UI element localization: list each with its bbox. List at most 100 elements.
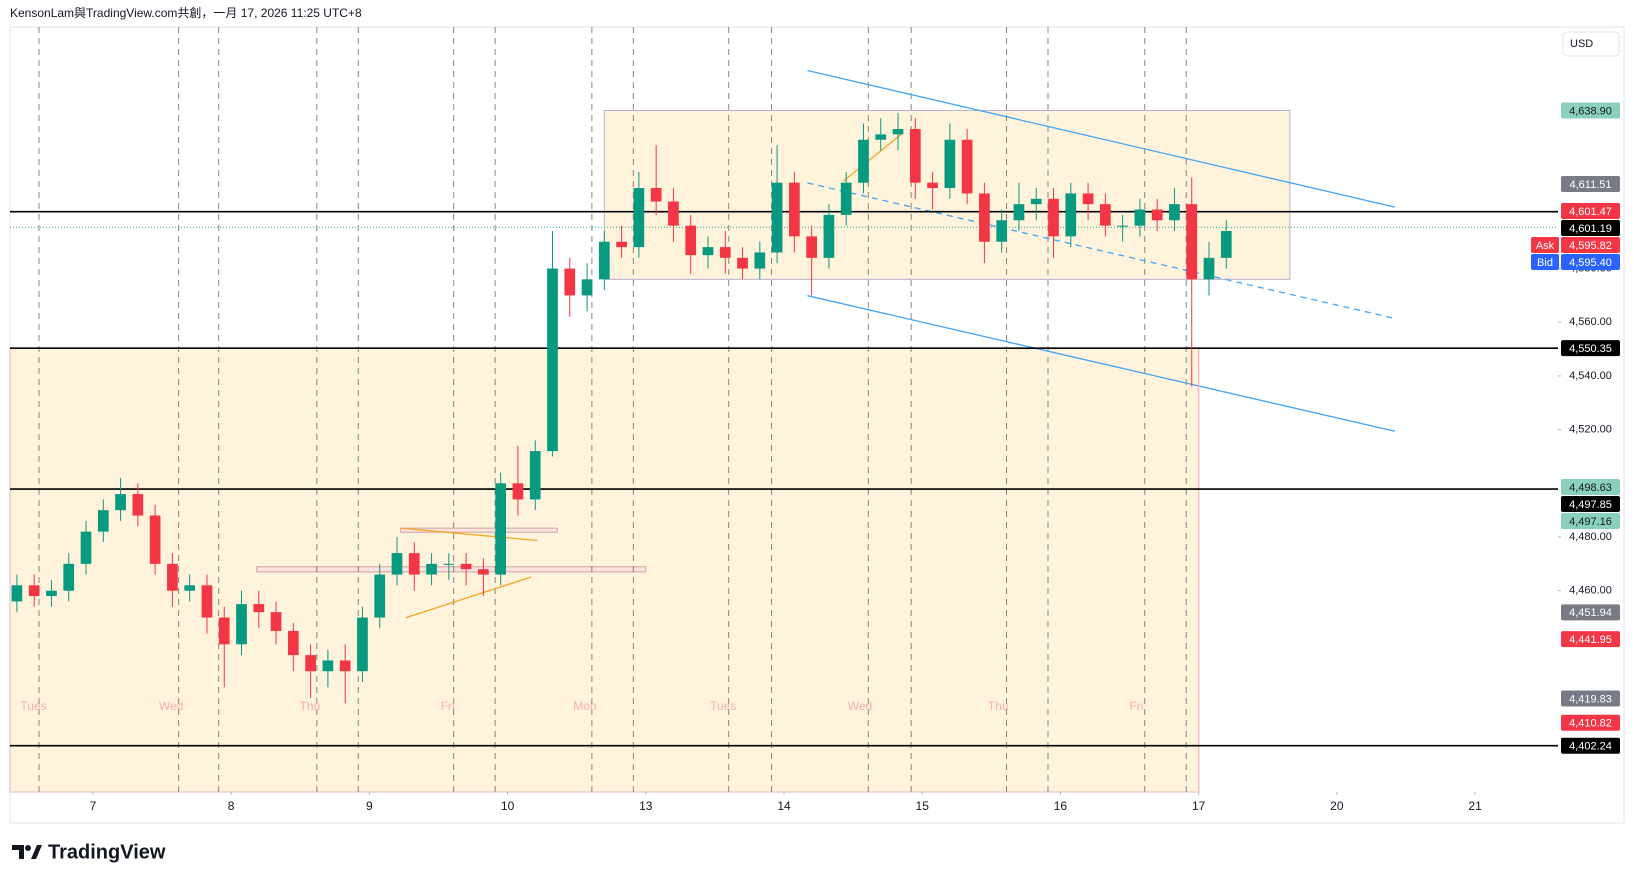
candle-body (97, 510, 109, 532)
price-badge (1561, 219, 1620, 236)
brand-name: TradingView (48, 841, 166, 863)
currency-label: USD (1570, 38, 1593, 50)
price-badge-label: 4,497.85 (1569, 499, 1612, 511)
candle-body (460, 563, 472, 570)
price-tag (1531, 236, 1559, 253)
x-tick-label: 16 (1054, 799, 1068, 813)
logo-mark (12, 845, 24, 859)
candle-body (961, 139, 973, 194)
candle-body (1186, 204, 1198, 280)
price-badge (1561, 737, 1620, 754)
candle-body (236, 604, 247, 645)
candle-body (1151, 209, 1163, 221)
price-badge-label: 4,611.51 (1569, 179, 1611, 191)
session-label: Thu (988, 699, 1009, 713)
session-label: Thu (300, 699, 321, 713)
logo-mark (31, 845, 42, 859)
candle-body (322, 660, 334, 672)
candle-body (823, 214, 835, 258)
price-badge-label: 4,410.82 (1569, 718, 1612, 730)
candle-body (771, 182, 783, 253)
price-badge (1561, 175, 1620, 192)
candle-body (650, 188, 662, 202)
trend-line (843, 133, 902, 182)
candle-body (737, 257, 748, 269)
trend-line (807, 69, 1396, 208)
candle-body (478, 569, 489, 575)
trend-line (807, 182, 1396, 320)
candle-body (426, 563, 437, 575)
price-badge-label: 4,595.82 (1569, 240, 1612, 252)
logo-mark (25, 845, 31, 851)
zone (603, 109, 1291, 280)
y-tick-label: 4,460.00 (1569, 585, 1612, 597)
candle-body (581, 279, 593, 296)
candle-body (63, 563, 75, 591)
price-badge (1561, 604, 1620, 621)
currency-button[interactable] (1562, 31, 1620, 57)
candle-body (1169, 204, 1180, 221)
candle-body (598, 241, 610, 280)
price-badge (1561, 631, 1620, 648)
price-badge (1561, 478, 1620, 495)
candle-body (806, 236, 817, 258)
candle-body (1220, 231, 1232, 258)
candle-body (909, 129, 921, 183)
x-tick-label: 21 (1468, 799, 1482, 813)
candle-body (305, 655, 316, 672)
candle-body (46, 590, 57, 597)
candle-body (253, 604, 265, 613)
candle-body (1065, 193, 1077, 237)
price-badge (1561, 340, 1620, 357)
price-badge (1561, 102, 1620, 119)
x-tick-label: 20 (1330, 799, 1344, 813)
candle-body (892, 129, 904, 135)
candle-body (287, 630, 299, 656)
candle-body (547, 268, 558, 452)
candle-body (1048, 198, 1059, 237)
candle-body (840, 182, 852, 215)
candle-body (132, 494, 144, 516)
trend-line (400, 527, 538, 542)
price-badge-label: 4,601.47 (1569, 206, 1612, 218)
price-badge-label: 4,638.90 (1569, 105, 1612, 117)
candle-body (218, 617, 230, 645)
candle-body (149, 515, 161, 564)
candle-body (616, 241, 627, 248)
candle-body (408, 553, 420, 575)
candle-body (28, 585, 40, 597)
candle-body (875, 134, 887, 140)
price-badge (1561, 253, 1620, 270)
candle-body (184, 585, 196, 591)
x-tick-label: 17 (1192, 799, 1206, 813)
candle-body (564, 268, 576, 296)
candle-body (357, 617, 368, 672)
candle-body (944, 139, 956, 189)
trend-line (807, 295, 1396, 432)
price-badge (1561, 495, 1620, 512)
candle-body (1013, 204, 1025, 221)
candle-body (979, 193, 990, 242)
candle-body (1082, 193, 1094, 205)
price-badge-label: 4,498.63 (1569, 482, 1612, 494)
candle-body (391, 553, 403, 575)
candle-body (1203, 257, 1215, 280)
price-badge (1561, 512, 1620, 529)
brand-logo (12, 845, 42, 859)
candle-body (270, 612, 282, 631)
price-badge-label: 4,451.94 (1569, 607, 1612, 619)
candle-body (668, 201, 679, 226)
candle-body (512, 483, 524, 500)
price-tag-label: Bid (1537, 257, 1553, 269)
candle-body (927, 182, 938, 189)
session-label: Fri (1129, 699, 1143, 713)
candle-body (495, 483, 507, 575)
session-label: Tues (710, 699, 736, 713)
header-text: KensonLam與TradingView.com共創，一月 17, 2026 … (10, 6, 362, 20)
x-tick-label: 10 (501, 799, 515, 813)
candle-body (1030, 198, 1042, 205)
candle-body (1117, 225, 1128, 227)
price-badge-label: 4,497.16 (1569, 516, 1612, 528)
